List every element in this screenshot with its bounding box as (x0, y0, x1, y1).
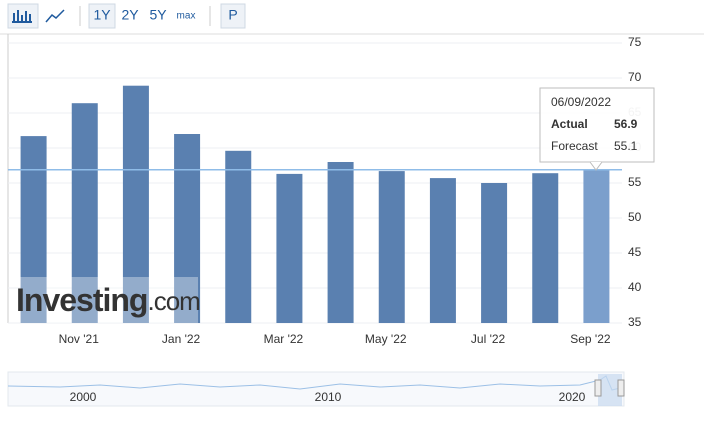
x-tick-label: Mar '22 (264, 332, 304, 346)
x-tick-label: Sep '22 (570, 332, 611, 346)
bar-icon (12, 10, 32, 23)
toolbar: 1Y 2Y 5Y max P (7, 3, 246, 29)
x-tick-label: Jul '22 (471, 332, 506, 346)
bar (327, 162, 354, 323)
bar (71, 103, 98, 323)
navigator-label: 2020 (559, 390, 586, 404)
watermark-band (20, 277, 198, 323)
bar (20, 136, 47, 323)
p-button[interactable]: P (228, 7, 237, 23)
y-tick-label: 70 (628, 70, 642, 84)
navigator-handle[interactable] (617, 379, 625, 397)
y-tick-label: 40 (628, 280, 642, 294)
tooltip-pointer (589, 161, 603, 171)
y-tick-label: 50 (628, 210, 642, 224)
y-tick-label: 45 (628, 245, 642, 259)
watermark-brand: Investing (16, 282, 147, 318)
bar (583, 169, 610, 323)
range-button-bg[interactable] (88, 3, 116, 29)
bar (122, 85, 149, 323)
range-button[interactable]: 2Y (121, 7, 139, 23)
x-tick-label: Jan '22 (162, 332, 201, 346)
range-button[interactable]: max (177, 11, 196, 22)
bar (174, 134, 201, 323)
bar (532, 173, 559, 323)
navigator-handle[interactable] (594, 379, 602, 397)
bar (481, 183, 508, 323)
watermark-suffix: .com (147, 286, 199, 316)
tooltip-value: 56.9 (614, 117, 638, 131)
line-icon[interactable] (45, 9, 65, 23)
bar (276, 173, 303, 323)
y-tick-label: 75 (628, 35, 642, 49)
tooltip-label: Forecast (551, 139, 598, 153)
y-tick-label: 55 (628, 175, 642, 189)
tooltip: 06/09/2022 Actual 56.9 Forecast 55.1 (539, 87, 655, 171)
x-tick-label: May '22 (365, 332, 407, 346)
y-tick-label: 35 (628, 315, 642, 329)
bar (378, 171, 405, 323)
bar (429, 178, 456, 323)
navigator (7, 371, 625, 407)
range-button[interactable]: 1Y (93, 7, 111, 23)
tooltip-label: Actual (551, 117, 588, 131)
bar (225, 150, 252, 323)
tooltip-value: 55.1 (614, 139, 638, 153)
watermark: Investing.com (16, 282, 200, 318)
tooltip-box (539, 87, 655, 163)
navigator-label: 2010 (315, 390, 342, 404)
navigator-label: 2000 (70, 390, 97, 404)
x-tick-label: Nov '21 (59, 332, 100, 346)
range-button[interactable]: 5Y (149, 7, 167, 23)
tooltip-date: 06/09/2022 (551, 95, 611, 109)
p-button-bg[interactable] (220, 3, 246, 29)
